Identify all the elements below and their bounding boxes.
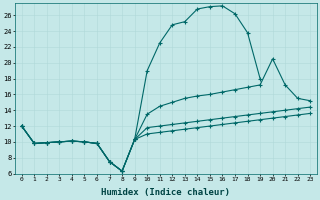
X-axis label: Humidex (Indice chaleur): Humidex (Indice chaleur) xyxy=(101,188,230,197)
